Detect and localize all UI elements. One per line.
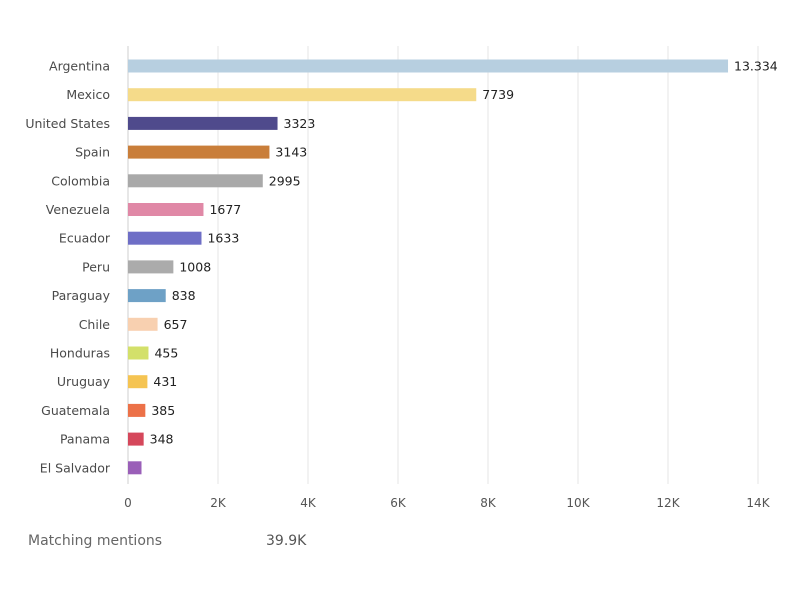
x-tick-label: 10K bbox=[566, 496, 590, 510]
value-label-argentina: 13.334 bbox=[734, 59, 778, 74]
value-label-chile: 657 bbox=[164, 317, 188, 332]
bar-argentina bbox=[128, 59, 729, 73]
category-label-el-salvador: El Salvador bbox=[40, 460, 111, 475]
bar-uruguay bbox=[128, 375, 148, 389]
category-label-honduras: Honduras bbox=[50, 346, 110, 361]
grid-lines bbox=[127, 46, 759, 484]
matching-mentions-summary: Matching mentions 39.9K bbox=[28, 533, 306, 549]
value-label-mexico: 7739 bbox=[482, 87, 514, 102]
value-label-honduras: 455 bbox=[154, 346, 178, 361]
category-label-united-states: United States bbox=[25, 116, 110, 131]
bar-guatemala bbox=[128, 403, 146, 417]
category-label-panama: Panama bbox=[60, 432, 110, 447]
x-tick-label: 12K bbox=[656, 496, 680, 510]
value-label-peru: 1008 bbox=[179, 259, 211, 274]
bar-venezuela bbox=[128, 203, 204, 216]
x-tick-label: 14K bbox=[746, 496, 770, 510]
category-label-ecuador: Ecuador bbox=[59, 231, 111, 246]
value-label-paraguay: 838 bbox=[172, 288, 196, 303]
bar-honduras bbox=[128, 346, 149, 360]
matching-mentions-value: 39.9K bbox=[266, 533, 307, 549]
x-tick-label: 8K bbox=[480, 496, 497, 510]
labels: 0 2K 4K 6K 8K 10K 12K 14K Argentina 13.334 Mexico 7… bbox=[25, 59, 777, 511]
bar-paraguay bbox=[128, 289, 166, 303]
category-label-chile: Chile bbox=[79, 317, 111, 332]
value-label-venezuela: 1677 bbox=[209, 202, 241, 217]
value-label-uruguay: 431 bbox=[153, 374, 177, 389]
value-label-panama: 348 bbox=[150, 432, 174, 447]
bar-ecuador bbox=[128, 231, 202, 245]
bar-mexico bbox=[128, 88, 477, 102]
category-label-spain: Spain bbox=[75, 145, 110, 160]
value-label-ecuador: 1633 bbox=[207, 231, 239, 246]
bar-chile bbox=[128, 317, 158, 331]
category-label-peru: Peru bbox=[82, 259, 110, 274]
value-label-united-states: 3323 bbox=[284, 116, 316, 131]
value-label-colombia: 2995 bbox=[269, 173, 301, 188]
value-label-guatemala: 385 bbox=[151, 403, 175, 418]
matching-mentions-label: Matching mentions bbox=[28, 533, 163, 549]
x-tick-label: 2K bbox=[210, 496, 227, 510]
x-tick-label: 4K bbox=[300, 496, 317, 510]
category-label-paraguay: Paraguay bbox=[52, 288, 111, 303]
category-label-venezuela: Venezuela bbox=[46, 202, 110, 217]
bar-colombia bbox=[128, 174, 263, 188]
bar-peru bbox=[128, 260, 174, 274]
bar-spain bbox=[128, 145, 270, 159]
value-label-spain: 3143 bbox=[275, 145, 307, 160]
bar-panama bbox=[128, 432, 144, 446]
category-label-mexico: Mexico bbox=[66, 87, 110, 102]
category-label-uruguay: Uruguay bbox=[57, 374, 111, 389]
x-tick-label: 6K bbox=[390, 496, 407, 510]
bars bbox=[128, 59, 729, 475]
bar-el-salvador bbox=[128, 461, 142, 475]
bar-united-states bbox=[128, 116, 278, 130]
category-label-argentina: Argentina bbox=[49, 59, 110, 74]
x-tick-label: 0 bbox=[124, 496, 132, 510]
category-label-guatemala: Guatemala bbox=[41, 403, 110, 418]
category-label-colombia: Colombia bbox=[51, 173, 110, 188]
